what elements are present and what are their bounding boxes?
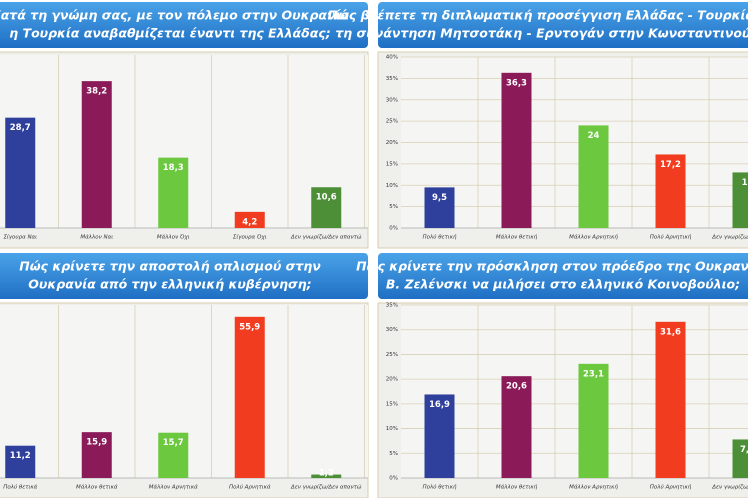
bar [158, 432, 189, 478]
value-label: 28,7 [10, 123, 31, 133]
value-label: 20,6 [506, 382, 527, 392]
y-tick-label: 0% [389, 476, 398, 482]
bar [311, 187, 342, 228]
x-tick-label: Πολύ θετικά [3, 484, 37, 491]
y-tick-label: 5% [389, 204, 398, 210]
chart-title: η Τουρκία αναβαθμίζεται έναντι της Ελλάδ… [9, 26, 330, 41]
x-tick-label: Μάλλον Αρνητική [569, 234, 618, 241]
y-tick-label: 0% [389, 226, 398, 232]
x-tick-label: Μάλλον θετική [496, 484, 538, 491]
bar [732, 172, 748, 228]
x-tick-label: Μάλλον Αρνητικά [149, 484, 198, 491]
chart-title: Πώς κρίνετε την αποστολή οπλισμού στην [19, 259, 321, 274]
value-label: 31,6 [660, 327, 681, 337]
chart-title: Β. Ζελένσκι να μιλήσει στο ελληνικό Κοιν… [386, 277, 740, 292]
x-tick-label: Μάλλον Όχι [157, 234, 190, 241]
x-tick-label: Δεν γνωρίζω/Δεν απαντώ [711, 484, 748, 491]
y-tick-label: 35% [386, 303, 398, 309]
y-tick-label: 35% [386, 76, 398, 82]
x-tick-label: Πολύ Αρνητικά [229, 484, 271, 491]
x-tick-label: Μάλλον Αρνητική [569, 484, 618, 491]
value-label: 36,3 [506, 78, 527, 88]
x-tick-label: Σίγουρα Όχι [233, 234, 267, 241]
y-tick-label: 40% [386, 55, 398, 61]
bar [578, 363, 609, 478]
chart-title: Πώς κρίνετε την πρόσκληση στον πρόεδρο τ… [356, 259, 748, 274]
value-label: 10,6 [316, 193, 337, 203]
y-tick-label: 15% [386, 161, 398, 167]
x-tick-label: Πολύ Αρνητική [650, 234, 692, 241]
y-tick-label: 5% [389, 451, 398, 457]
bar [732, 439, 748, 478]
bar [5, 117, 36, 228]
value-label: 15,9 [86, 438, 107, 448]
y-tick-label: 10% [386, 426, 398, 432]
x-tick-label: Δεν γνωρίζω/Δεν απαντώ [290, 484, 362, 491]
value-label: 7,8 [740, 445, 748, 455]
bar [234, 316, 265, 478]
value-label: 1,2 [319, 469, 334, 479]
bar [424, 394, 455, 478]
value-label: 55,9 [239, 322, 260, 332]
x-tick-label: Δεν γνωρίζω/Δεν απαντώ [711, 234, 748, 241]
y-tick-label: 25% [386, 119, 398, 125]
value-label: 24 [588, 131, 600, 141]
y-tick-label: 25% [386, 352, 398, 358]
bar [424, 187, 455, 228]
y-tick-label: 20% [386, 140, 398, 146]
bar [655, 321, 686, 478]
bar [158, 157, 189, 228]
x-tick-label: Πολύ θετική [423, 484, 457, 491]
x-tick-label: Δεν γνωρίζω/Δεν απαντώ [290, 234, 362, 241]
x-tick-label: Μάλλον θετικά [76, 484, 118, 491]
value-label: 18,3 [163, 163, 184, 173]
banner [0, 253, 368, 299]
y-tick-label: 10% [386, 183, 398, 189]
chart-title: Κατά τη γνώμη σας, με τον πόλεμο στην Ου… [0, 8, 349, 23]
y-tick-label: 30% [386, 97, 398, 103]
x-tick-label: Πολύ Αρνητική [650, 484, 692, 491]
value-label: 38,2 [86, 87, 107, 97]
banner [378, 2, 748, 48]
value-label: 23,1 [583, 369, 604, 379]
bar [81, 81, 112, 229]
chart-title: Πώς βλέπετε τη διπλωματική προσέγγιση Ελ… [328, 8, 748, 23]
value-label: 13 [742, 178, 748, 188]
y-tick-label: 20% [386, 377, 398, 383]
x-tick-label: Μάλλον θετική [496, 234, 538, 241]
x-tick-label: Σίγουρα Ναι [3, 234, 37, 241]
y-tick-label: 30% [386, 327, 398, 333]
y-tick-label: 15% [386, 401, 398, 407]
value-label: 9,5 [432, 193, 447, 203]
bar [5, 445, 36, 478]
value-label: 16,9 [429, 400, 450, 410]
value-label: 11,2 [10, 451, 31, 461]
bar [655, 154, 686, 228]
bar [81, 432, 112, 478]
bar [234, 211, 265, 228]
plot-bg [401, 305, 748, 478]
value-label: 4,2 [242, 217, 257, 227]
bar [501, 72, 532, 228]
value-label: 15,7 [163, 438, 184, 448]
x-tick-label: Μάλλον Ναι [80, 234, 113, 241]
bar [501, 376, 532, 478]
banner [378, 253, 748, 299]
x-tick-label: Πολύ θετική [423, 234, 457, 241]
chart-title: Ουκρανία από την ελληνική κυβέρνηση; [28, 277, 311, 292]
bar [311, 474, 342, 478]
chart-title: τη συνάντηση Μητσοτάκη - Ερντογάν στην Κ… [335, 26, 748, 41]
value-label: 17,2 [660, 160, 681, 170]
bar [578, 125, 609, 228]
banner [0, 2, 368, 48]
